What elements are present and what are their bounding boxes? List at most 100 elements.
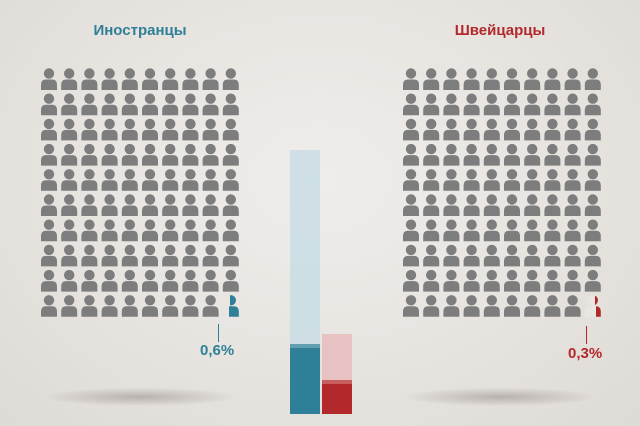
bar-highlight [290, 344, 320, 348]
swiss-ground-shadow [408, 388, 592, 406]
swiss-person-icon [504, 143, 520, 166]
foreigners-person-icon [222, 118, 239, 141]
swiss-person-icon [403, 68, 419, 90]
foreigners-person-icon [41, 295, 57, 317]
swiss-person-icon [524, 143, 541, 166]
swiss-person-icon [524, 118, 541, 141]
swiss-person-icon [463, 118, 480, 141]
swiss-person-icon [443, 68, 460, 90]
swiss-person-icon [423, 219, 440, 242]
foreigners-percent-label: 0,6% [200, 342, 235, 359]
swiss-person-icon [443, 93, 460, 116]
swiss-person-icon [504, 194, 520, 216]
swiss-person-icon [443, 118, 460, 141]
foreigners-person-icon [162, 194, 179, 216]
swiss-person-icon [423, 194, 440, 216]
swiss-person-icon [403, 194, 419, 216]
foreigners-person-icon [41, 169, 57, 191]
foreigners-person-icon [101, 169, 118, 191]
foreigners-person-icon [222, 244, 239, 267]
swiss-person-icon [403, 295, 419, 317]
foreigners-person-icon [182, 219, 199, 242]
swiss-person-icon [564, 194, 581, 216]
foreigners-person-icon [222, 68, 239, 90]
foreigners-person-icon [162, 219, 179, 242]
swiss-person-icon [504, 244, 520, 267]
foreigners-person-icon [81, 118, 98, 141]
swiss-person-icon [544, 169, 561, 191]
swiss-person-icon [504, 295, 520, 317]
swiss-person-icon [524, 244, 541, 267]
foreigners-person-icon [101, 295, 118, 317]
swiss-person-icon [403, 269, 419, 292]
foreigners-person-icon [142, 194, 158, 216]
foreigners-ground-shadow [48, 388, 232, 406]
swiss-person-icon [524, 93, 541, 116]
foreigners-person-icon [182, 194, 199, 216]
swiss-person-icon [443, 219, 460, 242]
foreigners-person-icon [202, 93, 219, 116]
swiss-person-icon [584, 143, 601, 166]
comparison-bar-chart [290, 150, 352, 414]
swiss-person-icon [524, 169, 541, 191]
foreigners-person-icon [202, 118, 219, 141]
swiss-person-icon [423, 244, 440, 267]
foreigners-person-icon [142, 68, 158, 90]
foreigners-person-icon [121, 194, 138, 216]
foreigners-person-icon [182, 68, 199, 90]
swiss-person-icon [584, 194, 601, 216]
swiss-person-icon [524, 68, 541, 90]
swiss-person-icon [483, 219, 500, 242]
swiss-person-icon [463, 169, 480, 191]
swiss-person-icon [524, 295, 541, 317]
swiss-person-icon [483, 295, 500, 317]
swiss-person-icon [423, 68, 440, 90]
swiss-person-icon [403, 219, 419, 242]
swiss-person-icon [443, 244, 460, 267]
swiss-person-icon [524, 269, 541, 292]
foreigners-person-icon [202, 143, 219, 166]
swiss-person-icon [504, 93, 520, 116]
foreigners-person-icon [182, 295, 199, 317]
swiss-person-icon [443, 169, 460, 191]
foreigners-person-icon [81, 93, 98, 116]
foreigners-person-icon [101, 143, 118, 166]
swiss-leader-line [586, 326, 587, 344]
foreigners-person-icon [41, 68, 57, 90]
swiss-person-icon [544, 93, 561, 116]
foreigners-person-icon [182, 169, 199, 191]
swiss-person-icon [564, 118, 581, 141]
foreigners-person-icon [162, 143, 179, 166]
foreigners-person-icon [101, 269, 118, 292]
swiss-person-icon [524, 219, 541, 242]
foreigners-person-icon [81, 169, 98, 191]
foreigners-person-icon [61, 244, 78, 267]
swiss-person-icon [564, 68, 581, 90]
foreigners-person-icon [121, 269, 138, 292]
swiss-person-icon [564, 219, 581, 242]
swiss-person-icon [564, 143, 581, 166]
bar-fill [290, 344, 320, 414]
swiss-title: Швейцарцы [454, 22, 546, 39]
foreigners-person-icon [101, 244, 118, 267]
foreigners-person-icon [41, 244, 57, 267]
foreigners-person-icon [61, 68, 78, 90]
bar-highlight [322, 380, 352, 384]
foreigners-person-icon [222, 219, 239, 242]
foreigners-person-icon [121, 118, 138, 141]
swiss-person-icon [423, 295, 440, 317]
foreigners-person-icon [202, 194, 219, 216]
foreigners-person-icon [41, 219, 57, 242]
foreigners-person-icon [121, 244, 138, 267]
swiss-person-icon [463, 244, 480, 267]
foreigners-person-icon [121, 93, 138, 116]
swiss-person-icon [564, 295, 581, 317]
foreigners-person-icon [142, 219, 158, 242]
foreigners-person-icon [142, 93, 158, 116]
swiss-person-icon [584, 244, 601, 267]
foreigners-person-grid [41, 68, 239, 317]
swiss-person-icon [584, 169, 601, 191]
foreigners-leader-line [218, 324, 219, 342]
foreigners-person-icon [41, 143, 57, 166]
foreigners-person-icon [142, 118, 158, 141]
